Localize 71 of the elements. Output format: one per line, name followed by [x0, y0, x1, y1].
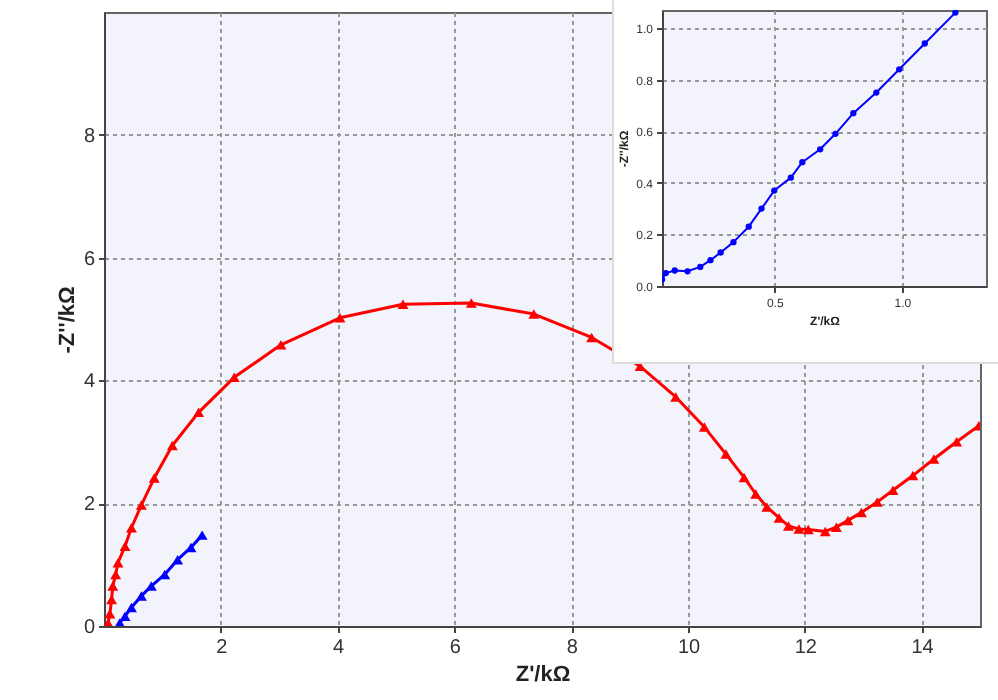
x-tick-label: 4 [333, 637, 346, 659]
point [697, 263, 704, 271]
y-tick-label: 4 [83, 371, 96, 394]
point [104, 618, 114, 626]
point [166, 440, 178, 451]
point [707, 257, 714, 264]
point [787, 174, 794, 181]
point [586, 332, 598, 343]
x-tick-label: 2 [216, 637, 229, 659]
point [782, 521, 794, 531]
x-tick-label: 12 [794, 637, 818, 659]
point [832, 130, 839, 137]
point [671, 267, 678, 274]
x-tick-label: 10 [677, 637, 701, 659]
point [830, 522, 842, 532]
point [228, 372, 240, 383]
point [745, 223, 752, 230]
point [172, 554, 184, 565]
x-axis-title: Z'/kΩ [515, 663, 571, 687]
point [159, 569, 171, 580]
point [135, 500, 147, 510]
point [112, 558, 124, 568]
y-tick-label: 0 [83, 617, 96, 639]
point [871, 497, 883, 507]
y-tick-label: 6 [83, 248, 96, 271]
point [802, 524, 814, 535]
point [334, 313, 346, 323]
point [125, 602, 137, 613]
point [738, 472, 750, 483]
point [799, 159, 806, 166]
point [119, 611, 131, 621]
point [107, 581, 119, 591]
point [465, 298, 477, 308]
point [817, 146, 824, 153]
point [196, 530, 208, 540]
point [148, 473, 160, 483]
point [119, 541, 131, 551]
x-tick-label: 14 [911, 637, 935, 659]
point [528, 309, 540, 319]
point [758, 205, 765, 212]
point [819, 526, 831, 537]
point [896, 66, 903, 73]
point [125, 523, 137, 533]
y-axis-title: -Z''/kΩ [55, 286, 80, 354]
point [951, 437, 963, 447]
line-series [662, 10, 959, 283]
point [855, 507, 867, 518]
point [670, 392, 682, 402]
point [750, 489, 762, 499]
point [952, 10, 959, 16]
point [850, 110, 857, 117]
x-tick-label: 6 [449, 637, 462, 659]
point [193, 407, 205, 418]
point [730, 238, 737, 246]
x-tick-label: 8 [566, 637, 579, 659]
point [684, 268, 691, 275]
point [771, 187, 778, 194]
point [662, 269, 669, 277]
y-tick-label: 8 [83, 125, 96, 148]
point [921, 40, 928, 47]
point [842, 515, 854, 526]
y-tick-label: 2 [83, 494, 96, 517]
point [717, 249, 724, 256]
point [793, 524, 805, 534]
point [275, 340, 287, 350]
point [907, 470, 919, 481]
point [397, 299, 409, 310]
point [135, 591, 147, 601]
point [720, 449, 732, 459]
point [873, 89, 880, 96]
point [698, 422, 710, 432]
